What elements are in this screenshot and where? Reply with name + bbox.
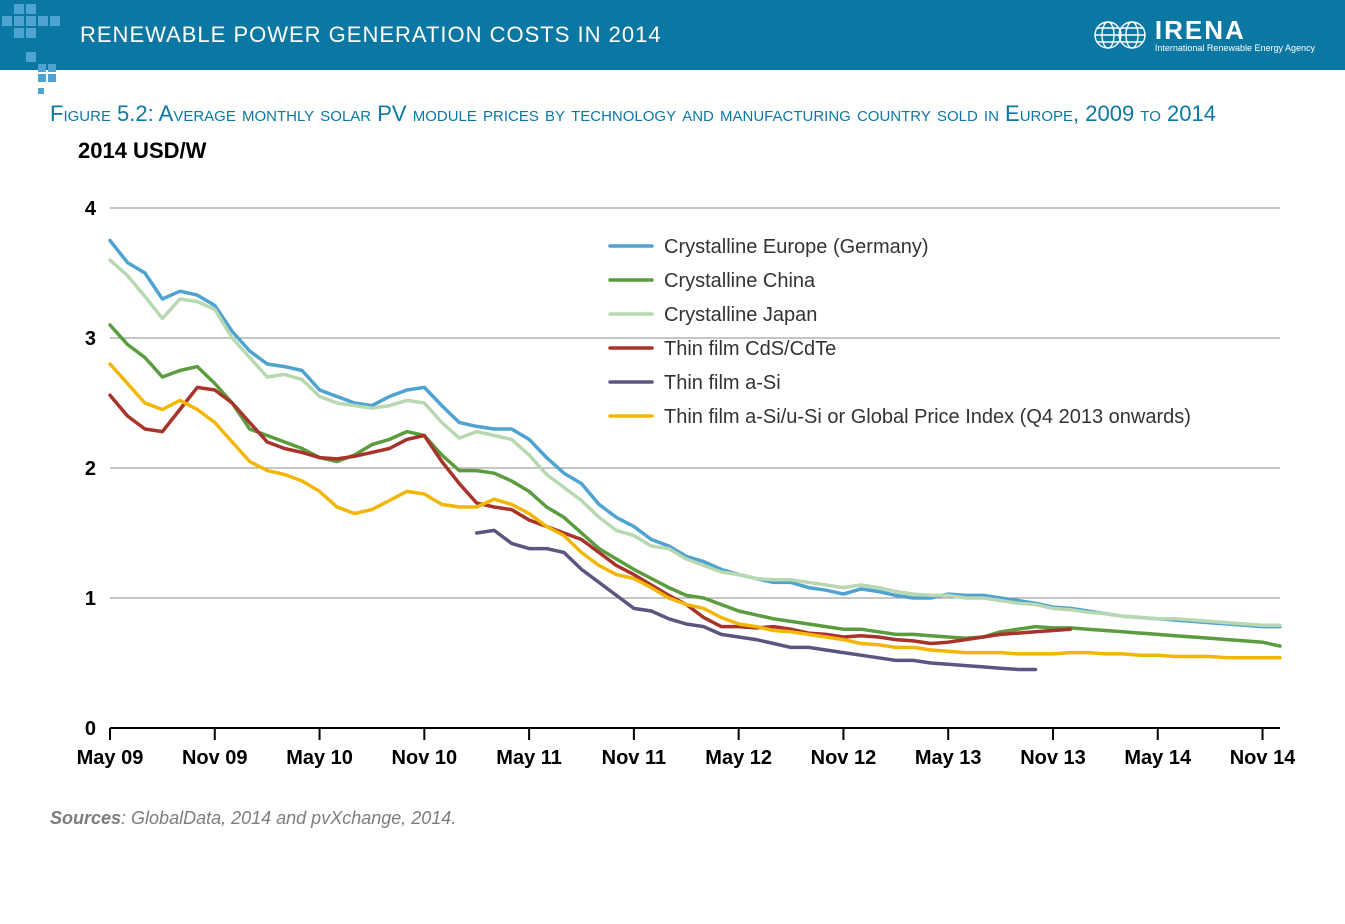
sources-text: : GlobalData, 2014 and pvXchange, 2014. <box>121 808 456 828</box>
svg-text:Thin film a-Si/u-Si or Global: Thin film a-Si/u-Si or Global Price Inde… <box>664 406 1191 428</box>
svg-text:1: 1 <box>85 588 96 610</box>
svg-text:Crystalline Japan: Crystalline Japan <box>664 304 817 326</box>
svg-text:Nov 11: Nov 11 <box>602 747 666 769</box>
header-title: RENEWABLE POWER GENERATION COSTS IN 2014 <box>80 22 662 48</box>
svg-text:4: 4 <box>85 198 97 220</box>
logo-text-main: IRENA <box>1155 17 1246 43</box>
svg-text:May 14: May 14 <box>1124 747 1192 769</box>
figure-title: Figure 5.2: Average monthly solar PV mod… <box>0 70 1345 138</box>
sources-prefix: Sources <box>50 808 121 828</box>
svg-text:May 12: May 12 <box>705 747 772 769</box>
y-axis-title: 2014 USD/W <box>78 138 1295 164</box>
svg-text:0: 0 <box>85 718 96 740</box>
irena-logo: IRENA International Renewable Energy Age… <box>1093 17 1315 54</box>
svg-text:3: 3 <box>85 328 96 350</box>
svg-text:Nov 09: Nov 09 <box>182 747 248 769</box>
svg-text:Nov 14: Nov 14 <box>1230 747 1295 769</box>
svg-text:Crystalline China: Crystalline China <box>664 270 816 292</box>
svg-text:May 10: May 10 <box>286 747 353 769</box>
chart-container: 2014 USD/W 0 1 2 3 4 May 09 Nov 09 May 10 Nov 10… <box>0 138 1345 798</box>
svg-text:Nov 12: Nov 12 <box>811 747 877 769</box>
svg-text:Nov 10: Nov 10 <box>392 747 458 769</box>
svg-text:2: 2 <box>85 458 96 480</box>
report-header: RENEWABLE POWER GENERATION COSTS IN 2014… <box>0 0 1345 70</box>
globe-icon <box>1093 18 1147 52</box>
svg-text:Thin film a-Si: Thin film a-Si <box>664 372 781 394</box>
sources-line: Sources: GlobalData, 2014 and pvXchange,… <box>0 798 1345 859</box>
svg-text:Nov 13: Nov 13 <box>1020 747 1086 769</box>
header-decoration-icon <box>0 0 70 110</box>
svg-text:May 11: May 11 <box>496 747 562 769</box>
svg-text:Thin film CdS/CdTe: Thin film CdS/CdTe <box>664 338 836 360</box>
line-chart: 0 1 2 3 4 May 09 Nov 09 May 10 Nov 10 May 11 Nov 1… <box>50 168 1295 788</box>
svg-text:Crystalline Europe (Germany): Crystalline Europe (Germany) <box>664 236 929 258</box>
svg-text:May 13: May 13 <box>915 747 982 769</box>
logo-text-sub: International Renewable Energy Agency <box>1155 43 1315 54</box>
svg-text:May 09: May 09 <box>77 747 144 769</box>
